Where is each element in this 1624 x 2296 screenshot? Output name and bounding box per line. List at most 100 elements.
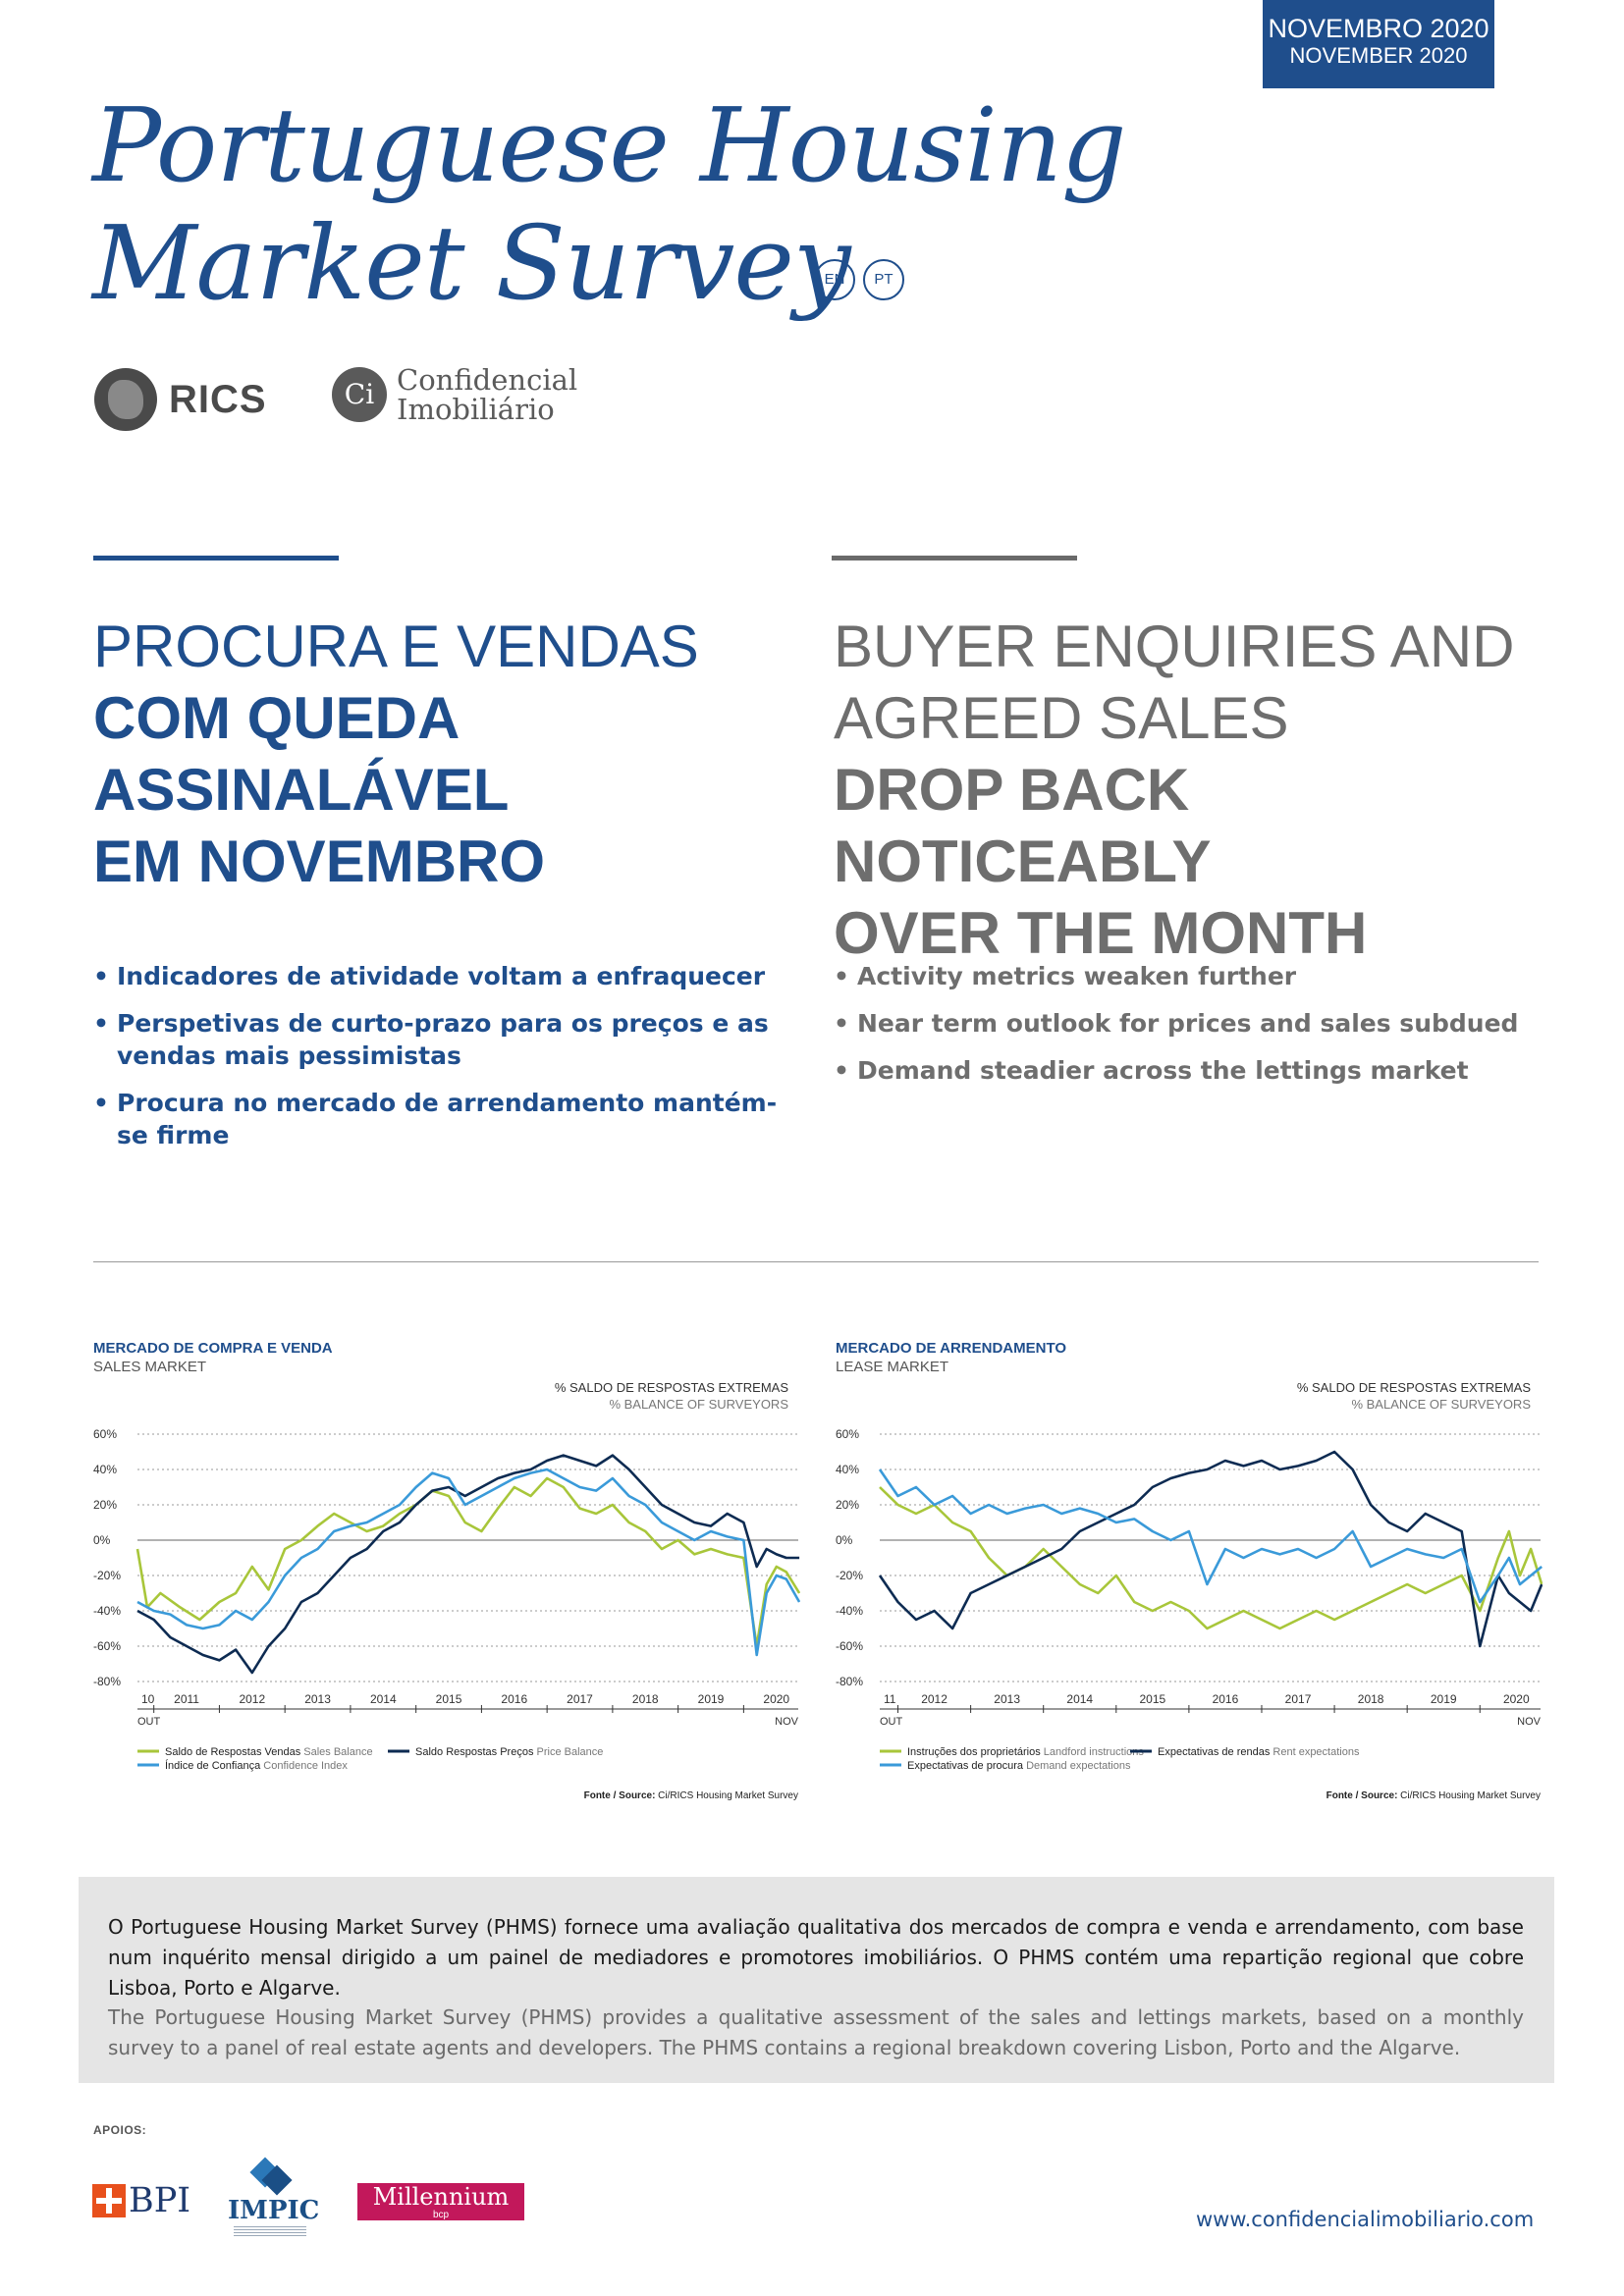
millennium-logo: Millennium bcp [357, 2183, 524, 2220]
series-line [136, 1454, 800, 1675]
rics-wordmark: RICS [169, 377, 267, 421]
x-tick-label: 2012 [921, 1692, 947, 1706]
x-tick-label: 2017 [1285, 1692, 1312, 1706]
sales-market-plot: % SALDO DE RESPOSTAS EXTREMAS % BALANCE O… [93, 1380, 800, 1801]
ci-wordmark: Confidencial Imobiliário [397, 365, 577, 424]
y-tick-label: 20% [93, 1498, 117, 1512]
title-line-2: Market Survey [92, 203, 851, 323]
series-line [879, 1486, 1543, 1630]
x-tick-label: 11 [884, 1692, 896, 1706]
impic-diamond-icon [248, 2157, 293, 2197]
x-tick-label: 2018 [1358, 1692, 1384, 1706]
y-tick-label: 60% [93, 1427, 117, 1441]
x-tick-label: 2016 [501, 1692, 527, 1706]
divider-en [832, 556, 1077, 561]
y-tick-label: 60% [836, 1427, 859, 1441]
y-axis-label-pt: % SALDO DE RESPOSTAS EXTREMAS [1297, 1380, 1531, 1395]
chart-title: MERCADO DE COMPRA E VENDA [93, 1340, 333, 1357]
y-tick-label: -80% [836, 1675, 863, 1688]
key-point-pt: Procura no mercado de arrendamento manté… [93, 1087, 781, 1151]
y-axis-label-en: % BALANCE OF SURVEYORS [609, 1397, 788, 1412]
y-tick-label: -20% [93, 1569, 121, 1582]
source-text: Ci/RICS Housing Market Survey [1400, 1790, 1541, 1801]
y-axis-label-pt: % SALDO DE RESPOSTAS EXTREMAS [555, 1380, 788, 1395]
y-tick-label: -60% [836, 1639, 863, 1653]
ci-wordmark-line-1: Confidencial [397, 363, 578, 397]
x-end-label: NOV [1517, 1716, 1542, 1728]
legend-label-en: Confidence Index [263, 1760, 348, 1772]
page-title: Portuguese Housing Market Survey [92, 85, 1126, 323]
sales-market-chart: MERCADO DE COMPRA E VENDA SALES MARKET %… [93, 1340, 800, 1811]
x-tick-label: 2015 [436, 1692, 462, 1706]
x-start-label: OUT [880, 1716, 903, 1728]
headline-en-light-1: BUYER ENQUIRIES AND [834, 614, 1515, 679]
title-line-1: Portuguese Housing [92, 85, 1126, 205]
x-tick-label: 2019 [698, 1692, 725, 1706]
legend-label: Instruções dos proprietários Landford in… [907, 1746, 1144, 1758]
impic-wordmark: IMPIC [228, 2196, 320, 2225]
key-points-pt: Indicadores de atividade voltam a enfraq… [93, 960, 781, 1166]
legend-label: Índice de Confiança Confidence Index [165, 1759, 348, 1772]
section-divider [93, 1261, 1539, 1262]
chart-subtitle: SALES MARKET [93, 1359, 207, 1375]
x-tick-label: 2011 [174, 1692, 199, 1706]
x-tick-label: 2013 [304, 1692, 331, 1706]
y-tick-label: 20% [836, 1498, 859, 1512]
legend-label-pt: Expectativas de procura [907, 1760, 1026, 1772]
lang-en-button[interactable]: EN [814, 259, 855, 300]
lang-pt-button[interactable]: PT [863, 259, 904, 300]
key-point-pt: Perspetivas de curto-prazo para os preço… [93, 1007, 781, 1072]
y-tick-label: 0% [836, 1533, 853, 1547]
series-line [136, 1468, 800, 1657]
y-axis-label-en: % BALANCE OF SURVEYORS [1351, 1397, 1531, 1412]
legend-label-en: Rent expectations [1272, 1746, 1360, 1758]
x-tick-label: 10 [141, 1692, 155, 1706]
x-tick-label: 2020 [763, 1692, 789, 1706]
x-tick-label: 2012 [239, 1692, 265, 1706]
x-tick-label: 2014 [1066, 1692, 1093, 1706]
x-tick-label: 2019 [1431, 1692, 1457, 1706]
key-point-en: Activity metrics weaken further [834, 960, 1541, 992]
headline-en: BUYER ENQUIRIES AND AGREED SALES DROP BA… [834, 611, 1580, 969]
headline-pt-bold-3: EM NOVEMBRO [93, 828, 546, 894]
legend-label: Expectativas de rendas Rent expectations [1158, 1746, 1360, 1758]
bpi-logo: BPI [92, 2181, 190, 2220]
y-tick-label: 0% [93, 1533, 111, 1547]
x-tick-label: 2020 [1503, 1692, 1530, 1706]
series-line [878, 1468, 1543, 1604]
legend-label-en: Demand expectations [1026, 1760, 1131, 1772]
legend-label-pt: Saldo de Respostas Vendas [165, 1746, 303, 1758]
chart-subtitle: LEASE MARKET [836, 1359, 949, 1375]
legend-label-en: Sales Balance [303, 1746, 372, 1758]
bpi-star-icon [92, 2184, 126, 2217]
source-note: Fonte / Source: Ci/RICS Housing Market S… [584, 1790, 798, 1801]
headline-en-bold-1: DROP BACK NOTICEABLY [834, 757, 1212, 894]
key-point-en: Near term outlook for prices and sales s… [834, 1007, 1541, 1040]
website-link[interactable]: www.confidencialimobiliario.com [1196, 2208, 1535, 2231]
x-end-label: NOV [775, 1716, 799, 1728]
impic-tagline-lines [234, 2226, 306, 2236]
legend-label-pt: Saldo Respostas Preços [415, 1746, 537, 1758]
x-tick-label: 2018 [632, 1692, 659, 1706]
headline-pt: PROCURA E VENDAS COM QUEDA ASSINALÁVEL E… [93, 611, 781, 897]
date-badge: NOVEMBRO 2020 NOVEMBER 2020 [1263, 0, 1494, 88]
headline-en-light-2: AGREED SALES [834, 685, 1289, 751]
rics-logo: RICS [94, 365, 267, 434]
x-tick-label: 2017 [567, 1692, 593, 1706]
bpi-wordmark: BPI [129, 2181, 191, 2220]
headline-en-bold-2: OVER THE MONTH [834, 900, 1368, 966]
legend-label-pt: Instruções dos proprietários [907, 1746, 1044, 1758]
key-point-pt: Indicadores de atividade voltam a enfraq… [93, 960, 781, 992]
description-en: The Portuguese Housing Market Survey (PH… [108, 2005, 1524, 2059]
key-points-en: Activity metrics weaken further Near ter… [834, 960, 1541, 1101]
legend-label: Saldo de Respostas Vendas Sales Balance [165, 1746, 373, 1758]
headline-pt-bold-1: COM QUEDA [93, 685, 460, 751]
impic-logo: IMPIC [228, 2157, 320, 2236]
lease-market-plot: % SALDO DE RESPOSTAS EXTREMAS % BALANCE O… [836, 1380, 1543, 1801]
description-pt: O Portuguese Housing Market Survey (PHMS… [108, 1915, 1524, 2000]
lease-market-chart: MERCADO DE ARRENDAMENTO LEASE MARKET % S… [836, 1340, 1543, 1811]
y-tick-label: -60% [93, 1639, 121, 1653]
y-tick-label: -40% [93, 1604, 121, 1618]
millennium-sub: bcp [432, 2210, 450, 2220]
y-tick-label: 40% [93, 1463, 117, 1476]
